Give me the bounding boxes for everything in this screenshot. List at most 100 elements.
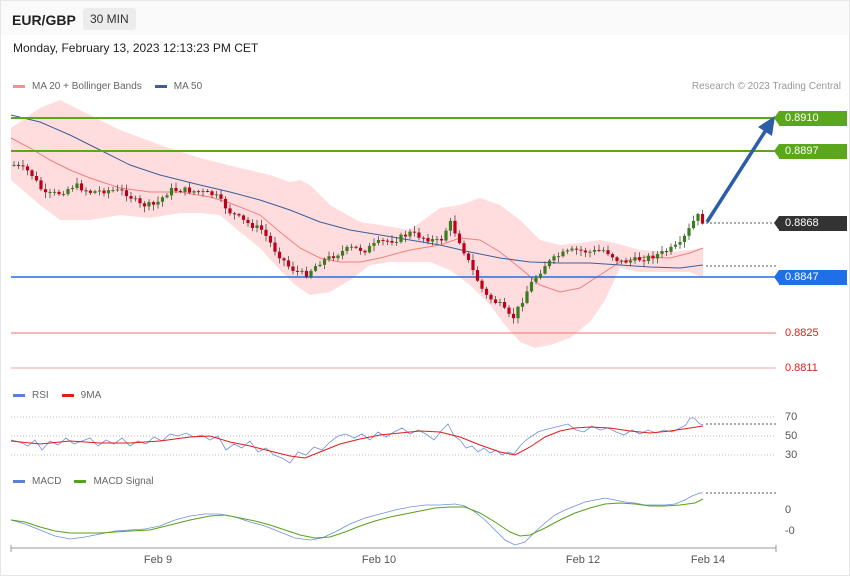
candle-body xyxy=(61,194,66,196)
candle-body xyxy=(403,234,408,237)
ma20-swatch xyxy=(13,85,25,88)
candle-body xyxy=(601,250,606,252)
candle-body xyxy=(192,191,196,193)
candle-body xyxy=(687,228,691,236)
candle-body xyxy=(147,202,151,207)
candle-body xyxy=(133,198,138,200)
support-label-2: 0.8825 xyxy=(785,327,819,339)
candle-body xyxy=(304,270,309,277)
x-label-feb14: Feb 14 xyxy=(690,554,726,566)
candle-body xyxy=(106,190,111,194)
candle-body xyxy=(651,255,655,259)
candle-body xyxy=(538,273,543,278)
candle-body xyxy=(331,256,336,259)
candle-body xyxy=(394,241,399,243)
candle-body xyxy=(408,231,412,237)
candle-body xyxy=(493,299,498,303)
candle-body xyxy=(219,194,223,199)
candle-body xyxy=(574,248,579,250)
candle-body xyxy=(624,260,628,263)
candle-body xyxy=(583,250,588,253)
candle-body xyxy=(678,242,682,245)
candle-body xyxy=(25,166,30,171)
candle-body xyxy=(579,249,583,251)
candle-body xyxy=(498,302,502,304)
rsi-swatch xyxy=(13,394,25,397)
candle-body xyxy=(561,251,565,257)
candle-body xyxy=(633,257,637,261)
candle-body xyxy=(16,164,21,166)
candle-body xyxy=(102,190,106,194)
candle-body xyxy=(318,264,322,267)
candle-body xyxy=(291,266,295,271)
last-price-tag: 0.8868 xyxy=(774,216,847,231)
candle-body xyxy=(381,239,385,241)
timeframe-selector[interactable]: 30 MIN xyxy=(83,8,136,30)
candle-body xyxy=(507,307,511,314)
rsi-legend-label: RSI xyxy=(32,390,49,401)
candle-body xyxy=(124,190,129,197)
candle-body xyxy=(664,251,669,253)
candle-body xyxy=(97,190,102,192)
candle-body xyxy=(286,260,291,267)
candle-body xyxy=(444,230,448,241)
candle-body xyxy=(66,189,70,195)
candle-body xyxy=(691,220,696,229)
symbol-title: EUR/GBP xyxy=(12,12,76,28)
candle-body xyxy=(421,237,426,239)
candle-body xyxy=(376,239,381,243)
candle-body xyxy=(174,187,178,191)
candle-body xyxy=(435,238,439,240)
candle-body xyxy=(696,213,700,221)
macd-signal-line xyxy=(10,498,704,539)
candle-body xyxy=(471,260,475,271)
candle-body xyxy=(570,248,574,251)
candle-body xyxy=(151,202,156,205)
candle-body xyxy=(84,190,88,192)
candle-body xyxy=(372,242,376,246)
candle-body xyxy=(52,191,57,193)
candle-body xyxy=(462,243,466,254)
candle-body xyxy=(480,280,484,289)
candle-body xyxy=(565,250,570,252)
candle-body xyxy=(502,302,507,308)
candle-body xyxy=(70,187,75,190)
macd-legend: MACD MACD Signal xyxy=(13,476,153,487)
candle-body xyxy=(313,266,318,271)
candle-body xyxy=(588,251,592,253)
candle-body xyxy=(264,229,268,236)
candle-body xyxy=(214,194,219,196)
candle-body xyxy=(430,239,435,242)
candle-body xyxy=(169,187,174,196)
candle-body xyxy=(273,242,277,252)
candle-body xyxy=(511,313,516,319)
candle-body xyxy=(241,215,246,220)
chart-datetime: Monday, February 13, 2023 12:13:23 PM CE… xyxy=(13,41,259,55)
candle-body xyxy=(156,201,160,205)
candle-body xyxy=(543,266,547,274)
candle-body xyxy=(160,197,165,202)
candle-body xyxy=(448,220,453,231)
ma50-swatch xyxy=(154,85,167,88)
candle-body xyxy=(475,270,480,281)
candle-body xyxy=(255,225,259,228)
candle-body xyxy=(700,213,705,224)
support-label-3: 0.8811 xyxy=(785,362,818,374)
candle-body xyxy=(183,187,187,192)
x-label-feb9: Feb 9 xyxy=(143,554,173,566)
candle-body xyxy=(390,240,394,243)
candle-body xyxy=(79,183,84,191)
candle-body xyxy=(646,255,651,261)
candle-body xyxy=(417,232,421,238)
candle-body xyxy=(48,192,52,194)
ma50-legend-label: MA 50 xyxy=(173,81,203,92)
candle-body xyxy=(489,294,493,300)
candle-body xyxy=(120,189,124,191)
candle-body xyxy=(196,191,201,193)
candle-body xyxy=(466,253,471,261)
candle-body xyxy=(453,220,457,234)
rsi-ma-legend-label: 9MA xyxy=(80,390,102,401)
candle-body xyxy=(39,180,43,190)
candle-body xyxy=(165,195,169,198)
